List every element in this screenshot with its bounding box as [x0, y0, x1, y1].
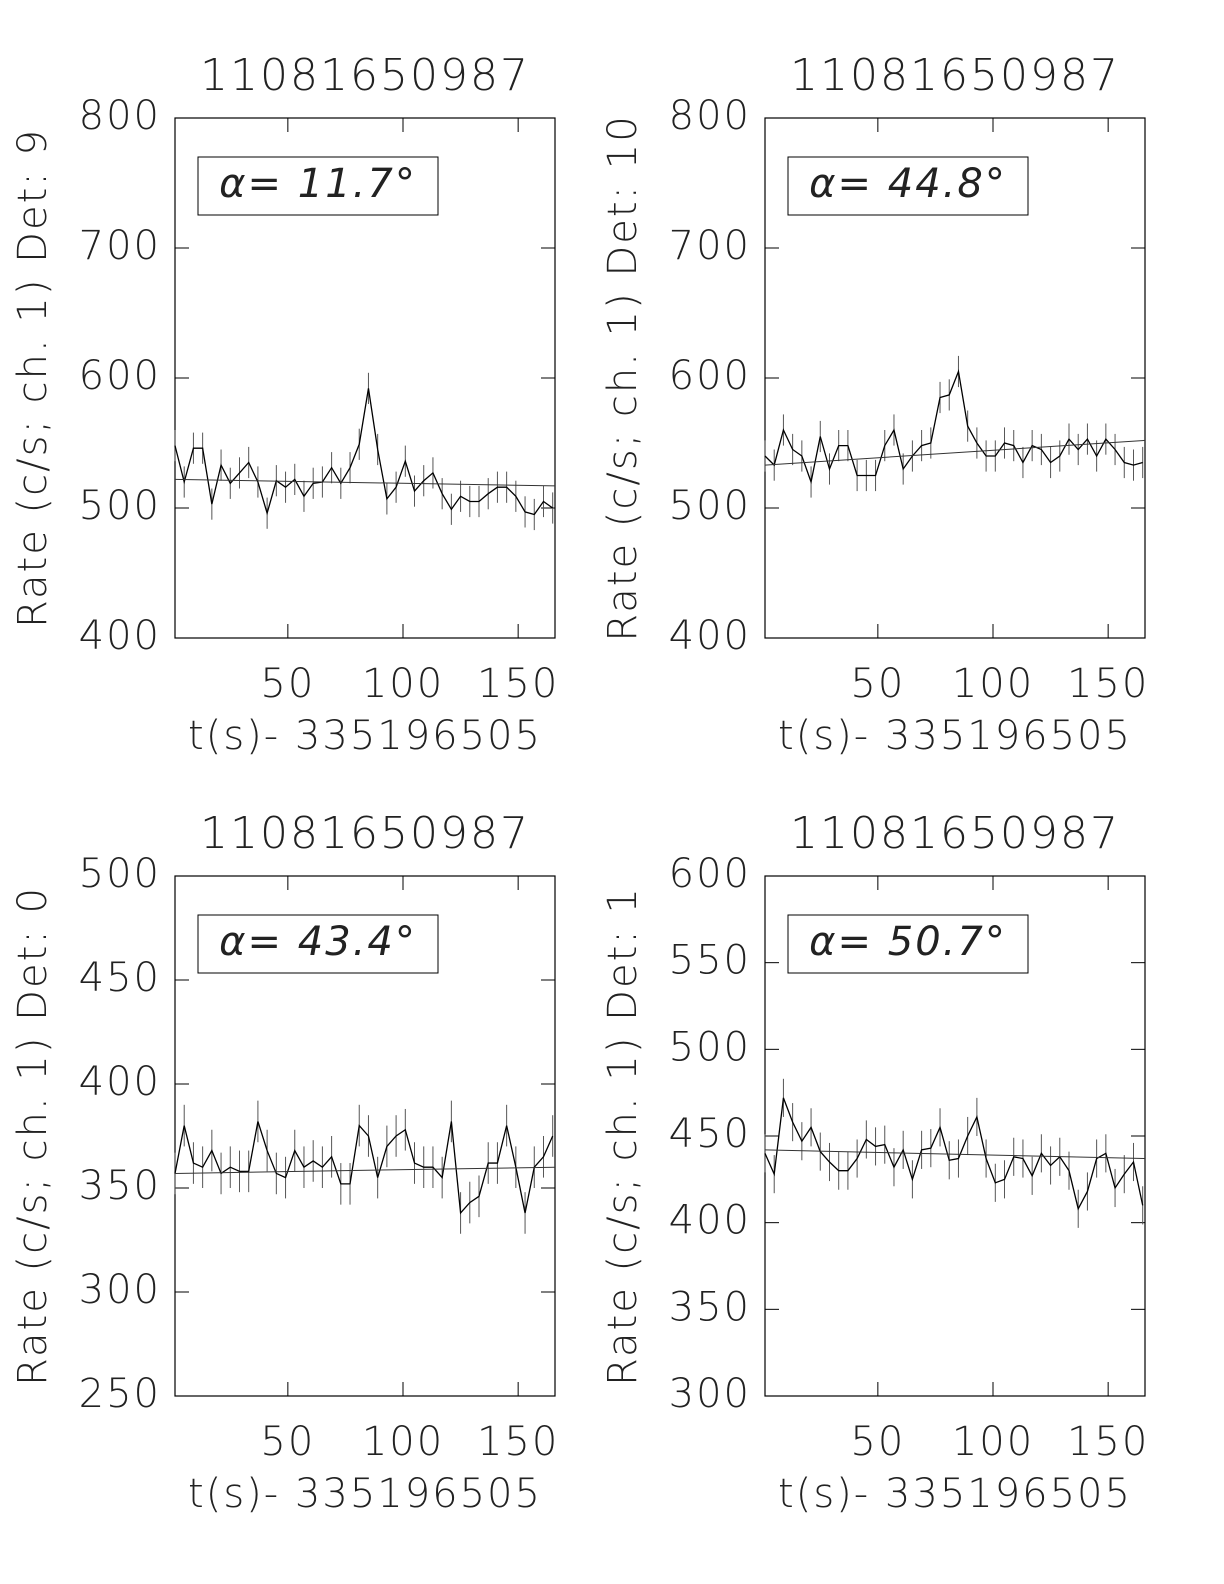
y-tick-label: 400 [79, 1059, 161, 1105]
plot-frame [174, 875, 556, 1397]
y-tick-label: 350 [79, 1163, 161, 1209]
annotation: α= 44.8° [809, 161, 1007, 207]
x-tick-label: 150 [1067, 1419, 1149, 1465]
y-tick-label: 400 [669, 613, 751, 659]
x-tick-label: 150 [1067, 661, 1149, 707]
fit-line [174, 478, 556, 487]
annotation: α= 50.7° [809, 919, 1007, 965]
fit-line [764, 439, 1146, 466]
x-axis-label: t(s)- 335196505 [778, 1471, 1132, 1517]
y-tick-label: 450 [669, 1111, 751, 1157]
chart-title: 11081650987 [790, 50, 1120, 101]
data-line [174, 1121, 554, 1215]
annotation: α= 43.4° [219, 919, 417, 965]
x-axis-label: t(s)- 335196505 [188, 1471, 542, 1517]
y-axis-label: Rate (c/s; ch. 1) Det: 1 [600, 886, 646, 1386]
fit-line [764, 1149, 1146, 1160]
y-axis-label: Rate (c/s; ch. 1) Det: 9 [10, 128, 56, 628]
data-line [174, 388, 554, 516]
x-tick-label: 50 [850, 661, 905, 707]
x-tick-label: 150 [477, 661, 559, 707]
x-tick-label: 100 [952, 661, 1034, 707]
y-tick-label: 250 [79, 1371, 161, 1417]
x-tick-label: 50 [850, 1419, 905, 1465]
y-tick-label: 550 [669, 938, 751, 984]
y-tick-label: 700 [79, 223, 161, 269]
y-tick-label: 500 [79, 483, 161, 529]
data-line [764, 1097, 1144, 1211]
annotation-box [197, 914, 439, 974]
x-tick-label: 150 [477, 1419, 559, 1465]
x-tick-label: 100 [362, 661, 444, 707]
y-tick-label: 350 [669, 1284, 751, 1330]
y-tick-label: 600 [669, 851, 751, 897]
data-line [764, 369, 1143, 485]
y-tick-label: 300 [669, 1371, 751, 1417]
chart-title: 11081650987 [790, 808, 1120, 859]
x-tick-label: 100 [362, 1419, 444, 1465]
y-axis-label: Rate (c/s; ch. 1) Det: 0 [10, 886, 56, 1386]
y-tick-label: 500 [669, 1024, 751, 1070]
annotation-box [787, 156, 1029, 216]
y-tick-label: 400 [79, 613, 161, 659]
x-axis-label: t(s)- 335196505 [188, 713, 542, 759]
y-tick-label: 600 [79, 353, 161, 399]
x-tick-label: 50 [260, 661, 315, 707]
y-tick-label: 400 [669, 1198, 751, 1244]
x-tick-label: 50 [260, 1419, 315, 1465]
y-tick-label: 800 [669, 93, 751, 139]
x-axis-label: t(s)- 335196505 [778, 713, 1132, 759]
y-tick-label: 700 [669, 223, 751, 269]
y-tick-label: 500 [79, 851, 161, 897]
chart-title: 11081650987 [200, 50, 530, 101]
y-tick-label: 500 [669, 483, 751, 529]
fit-line [174, 1166, 556, 1174]
annotation-box [787, 914, 1029, 974]
annotation: α= 11.7° [219, 161, 417, 207]
y-tick-label: 300 [79, 1267, 161, 1313]
y-tick-label: 600 [669, 353, 751, 399]
y-tick-label: 450 [79, 955, 161, 1001]
x-tick-label: 100 [952, 1419, 1034, 1465]
annotation-box [197, 156, 439, 216]
y-tick-label: 800 [79, 93, 161, 139]
chart-title: 11081650987 [200, 808, 530, 859]
y-axis-label: Rate (c/s; ch. 1) Det: 10 [600, 114, 646, 641]
